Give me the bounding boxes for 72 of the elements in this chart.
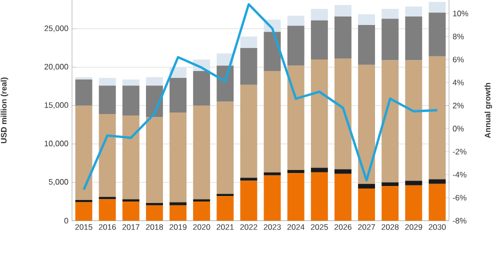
bar [264, 172, 281, 176]
bar [334, 174, 352, 221]
bar [146, 205, 163, 221]
bar [428, 2, 446, 13]
bar [382, 18, 399, 60]
bar [287, 170, 304, 174]
bar [287, 26, 304, 66]
bar [382, 182, 399, 186]
bar [75, 106, 92, 200]
bar [428, 56, 446, 180]
bar [405, 16, 422, 60]
bar [216, 66, 234, 102]
bar [405, 60, 422, 181]
bar [382, 8, 399, 19]
bar [98, 114, 116, 197]
bar [146, 117, 163, 204]
bar [98, 78, 116, 86]
bar [98, 86, 116, 114]
bar [428, 12, 446, 56]
bar [170, 78, 187, 112]
bar [382, 186, 399, 221]
bar [310, 20, 328, 60]
bar [240, 84, 258, 178]
bar [216, 102, 234, 194]
bar [122, 116, 140, 200]
bar [170, 112, 187, 202]
bar [193, 71, 210, 106]
bar [216, 196, 234, 221]
bar [170, 205, 187, 221]
bar [358, 188, 376, 221]
bar [382, 60, 399, 182]
bar [334, 169, 352, 174]
bar [264, 71, 281, 172]
bar [358, 14, 376, 25]
bar [310, 59, 328, 168]
bar [240, 178, 258, 181]
bar [264, 32, 281, 72]
bar [122, 199, 140, 202]
bar [240, 180, 258, 221]
bar [405, 185, 422, 221]
bar [358, 184, 376, 188]
bar [428, 179, 446, 184]
bar [193, 106, 210, 200]
bar [193, 199, 210, 202]
bar [310, 172, 328, 221]
line-series [82, 3, 438, 191]
bar [334, 16, 352, 59]
bar [310, 168, 328, 172]
bar [122, 202, 140, 221]
bar [287, 66, 304, 170]
bar [405, 180, 422, 186]
bar [75, 200, 92, 202]
bar [122, 86, 140, 116]
bar [358, 64, 376, 184]
bar [287, 173, 304, 221]
bar [240, 36, 258, 48]
bar [334, 58, 352, 170]
bar [75, 79, 92, 106]
bar [264, 175, 281, 221]
bar [334, 4, 352, 17]
bar [428, 184, 446, 221]
bar [170, 202, 187, 206]
bar [75, 202, 92, 221]
bar [310, 8, 328, 20]
bar [98, 199, 116, 221]
bar [240, 48, 258, 85]
bar [146, 77, 163, 86]
bar [122, 79, 140, 86]
bar [358, 24, 376, 65]
bar [193, 202, 210, 221]
bar [287, 16, 304, 26]
bar [405, 6, 422, 17]
